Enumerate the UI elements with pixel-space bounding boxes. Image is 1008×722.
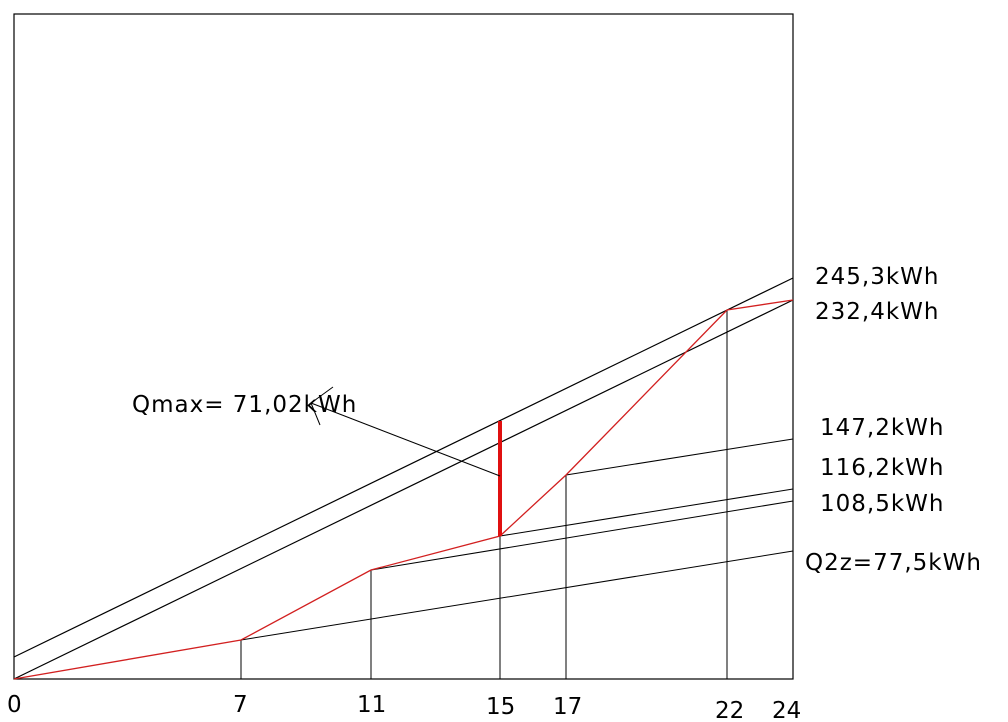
label-q2z: Q2z=77,5kWh — [805, 550, 982, 576]
x-tick-17: 17 — [553, 694, 582, 720]
x-tick-11: 11 — [357, 692, 386, 718]
label-245kwh: 245,3kWh — [815, 264, 939, 290]
line-77kwh — [240, 550, 794, 641]
line-108kwh — [370, 500, 794, 571]
line-116kwh — [499, 488, 794, 537]
arrow-head-icon — [310, 386, 334, 426]
x-tick-15: 15 — [486, 694, 515, 720]
label-108kwh: 108,5kWh — [820, 491, 944, 517]
qmax-label: Qmax= 71,02kWh — [132, 392, 357, 418]
line-232kwh — [13, 299, 794, 680]
annotation-arrow — [310, 402, 501, 477]
label-116kwh: 116,2kWh — [820, 455, 944, 481]
line-147kwh — [565, 438, 794, 476]
x-tick-7: 7 — [233, 692, 248, 718]
x-tick-22: 22 — [715, 698, 744, 722]
diagram-frame — [13, 13, 794, 680]
label-147kwh: 147,2kWh — [820, 415, 944, 441]
label-232kwh: 232,4kWh — [815, 299, 939, 325]
x-tick-24: 24 — [772, 698, 801, 722]
x-tick-0: 0 — [7, 692, 22, 718]
line-245kwh — [13, 277, 794, 658]
